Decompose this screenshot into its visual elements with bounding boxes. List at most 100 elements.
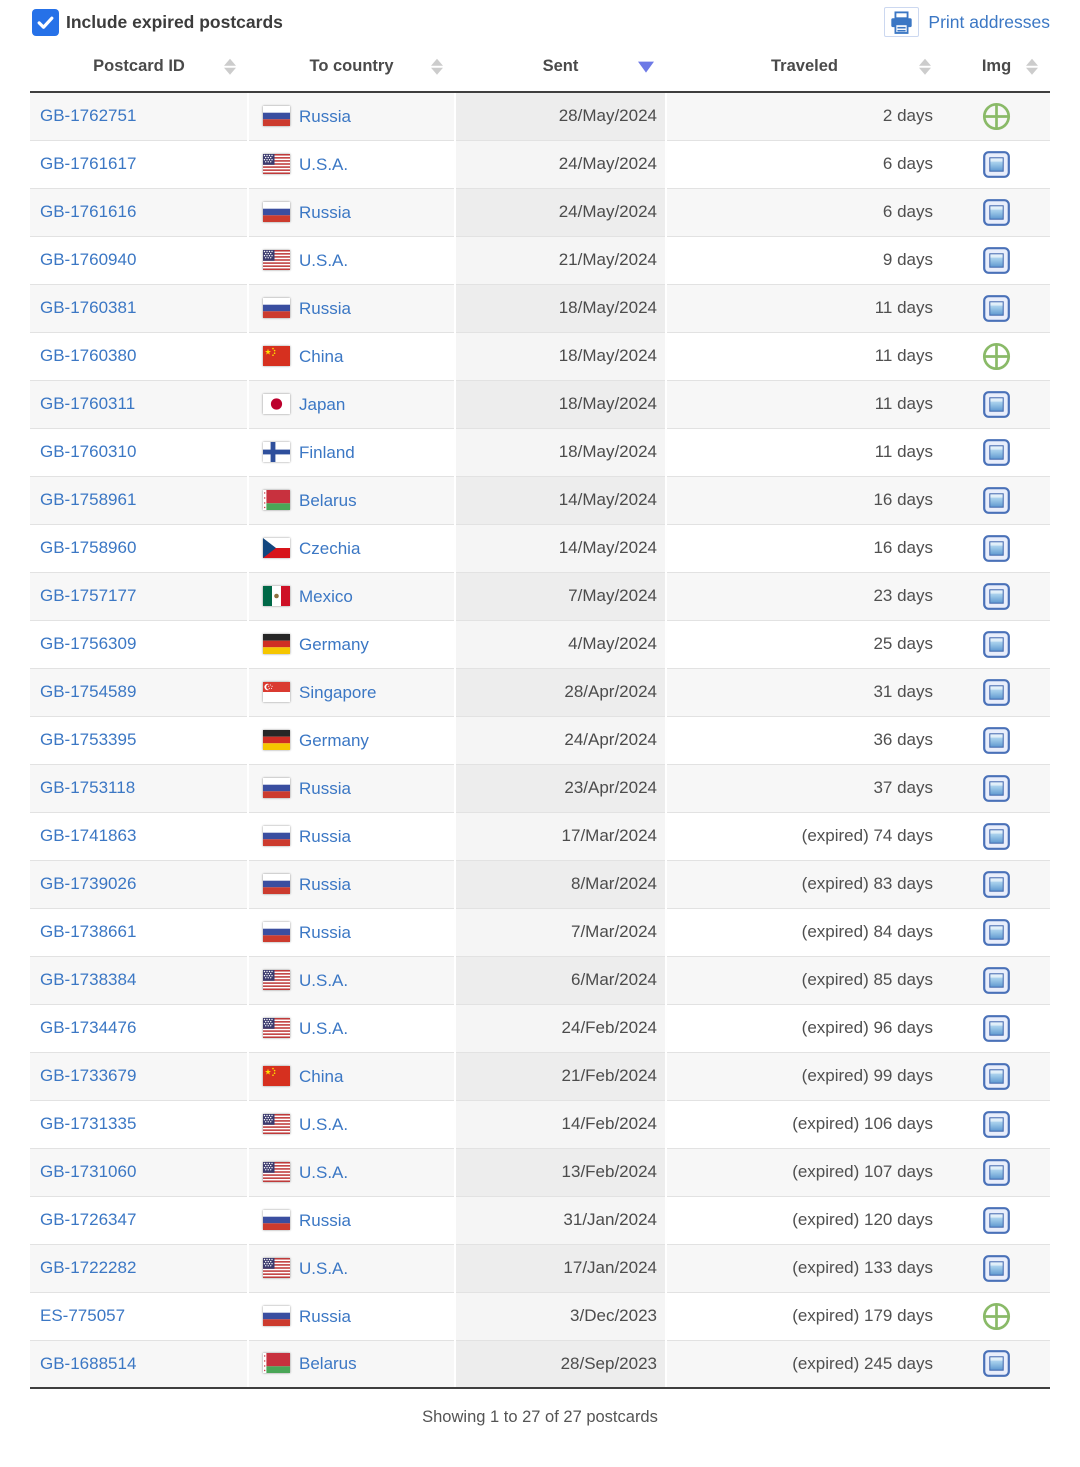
traveled-value: (expired) 74 days [666,812,943,861]
column-header-id[interactable]: Postcard ID [30,45,248,93]
postcard-id-link[interactable]: GB-1753395 [40,730,137,749]
country-link[interactable]: Japan [299,394,346,414]
country-link[interactable]: Singapore [299,682,377,702]
image-icon[interactable] [983,1014,1010,1042]
table-row: GB-1741863 Russia 17/Mar/2024 (expired) … [30,812,1050,861]
postcard-id-link[interactable]: GB-1738384 [40,970,137,989]
country-link[interactable]: Russia [299,874,351,894]
image-icon[interactable] [983,1206,1010,1234]
include-expired-checkbox[interactable]: Include expired postcards [32,8,283,36]
country-link[interactable]: U.S.A. [299,1162,349,1182]
postcard-id-link[interactable]: GB-1731335 [40,1114,137,1133]
postcard-id-link[interactable]: GB-1760310 [40,442,137,461]
country-link[interactable]: Belarus [299,490,357,510]
image-icon[interactable] [983,630,1010,658]
postcard-id-link[interactable]: GB-1754589 [40,682,137,701]
image-icon[interactable] [983,966,1010,994]
country-link[interactable]: China [299,1066,344,1086]
postcard-id-link[interactable]: GB-1760380 [40,346,137,365]
postcard-id-link[interactable]: GB-1761616 [40,202,137,221]
postcard-id-link[interactable]: GB-1734476 [40,1018,137,1037]
img-cell [943,1004,1050,1053]
table-row: GB-1758961 Belarus 14/May/2024 16 days [30,476,1050,525]
postcard-id-link[interactable]: GB-1739026 [40,874,137,893]
printer-icon[interactable] [884,7,920,37]
image-icon[interactable] [983,918,1010,946]
postcard-id-link[interactable]: GB-1757177 [40,586,137,605]
postcard-id-link[interactable]: GB-1760381 [40,298,137,317]
postcard-id-link[interactable]: GB-1731060 [40,1162,137,1181]
postcard-id-link[interactable]: GB-1760311 [40,394,136,413]
postcard-id-link[interactable]: GB-1726347 [40,1210,137,1229]
country-link[interactable]: U.S.A. [299,1258,349,1278]
column-header-img[interactable]: Img [943,45,1050,93]
image-icon[interactable] [983,1158,1010,1186]
postcard-id-link[interactable]: GB-1753118 [40,778,136,797]
image-icon[interactable] [983,246,1010,274]
country-link[interactable]: Mexico [299,586,353,606]
postcard-id-link[interactable]: GB-1733679 [40,1066,137,1085]
country-link[interactable]: U.S.A. [299,250,349,270]
country-link[interactable]: China [299,346,344,366]
column-header-country[interactable]: To country [248,45,455,93]
postcard-id-link[interactable]: GB-1722282 [40,1258,137,1277]
postcard-id-link[interactable]: GB-1738661 [40,922,137,941]
postcard-id-link[interactable]: GB-1741863 [40,826,137,845]
country-link[interactable]: U.S.A. [299,970,349,990]
traveled-value: 31 days [666,668,943,717]
postcard-table-body: GB-1762751 Russia 28/May/2024 2 days GB-… [30,92,1050,1389]
country-link[interactable]: Russia [299,202,351,222]
postcard-id-link[interactable]: ES-775057 [40,1306,126,1325]
image-icon[interactable] [983,774,1010,802]
postcard-id-link[interactable]: GB-1758960 [40,538,137,557]
country-link[interactable]: U.S.A. [299,154,349,174]
image-icon[interactable] [983,1062,1010,1090]
image-icon[interactable] [983,822,1010,850]
image-icon[interactable] [983,486,1010,514]
country-link[interactable]: Finland [299,442,355,462]
flag-ru-icon [263,921,290,942]
postcard-id-link[interactable]: GB-1761617 [40,154,137,173]
country-link[interactable]: Czechia [299,538,361,558]
image-icon[interactable] [983,1350,1010,1378]
country-link[interactable]: Russia [299,1306,351,1326]
country-link[interactable]: Belarus [299,1354,357,1374]
country-link[interactable]: Russia [299,106,351,126]
image-icon[interactable] [983,678,1010,706]
postcard-id-link[interactable]: GB-1760940 [40,250,137,269]
postcard-id-link[interactable]: GB-1762751 [40,106,137,126]
column-header-traveled[interactable]: Traveled [666,45,943,93]
print-addresses-button[interactable]: Print addresses [884,7,1050,37]
image-icon[interactable] [983,150,1010,178]
image-icon[interactable] [983,582,1010,610]
country-link[interactable]: Germany [299,730,369,750]
postcard-id-link[interactable]: GB-1758961 [40,490,137,509]
image-icon[interactable] [983,1110,1010,1138]
country-link[interactable]: Russia [299,1210,351,1230]
print-addresses-label[interactable]: Print addresses [928,11,1050,32]
image-icon[interactable] [983,198,1010,226]
country-link[interactable]: U.S.A. [299,1018,349,1038]
country-link[interactable]: Russia [299,922,351,942]
postcard-id-link[interactable]: GB-1756309 [40,634,137,653]
image-icon[interactable] [983,1254,1010,1282]
image-icon[interactable] [983,534,1010,562]
table-row: GB-1761617 U.S.A. 24/May/2024 6 days [30,140,1050,189]
image-icon[interactable] [983,726,1010,754]
country-link[interactable]: Germany [299,634,369,654]
traveled-value: (expired) 107 days [666,1148,943,1197]
country-link[interactable]: Russia [299,778,351,798]
image-icon[interactable] [983,294,1010,322]
country-link[interactable]: U.S.A. [299,1114,349,1134]
image-icon[interactable] [983,438,1010,466]
country-link[interactable]: Russia [299,826,351,846]
country-link[interactable]: Russia [299,298,351,318]
traveled-value: 6 days [666,188,943,237]
checkbox-checked-icon[interactable] [32,8,59,36]
column-header-sent[interactable]: Sent [455,45,666,93]
img-cell [943,140,1050,189]
image-icon[interactable] [983,390,1010,418]
postcard-id-link[interactable]: GB-1688514 [40,1353,137,1373]
image-icon[interactable] [983,870,1010,898]
img-cell [943,812,1050,861]
